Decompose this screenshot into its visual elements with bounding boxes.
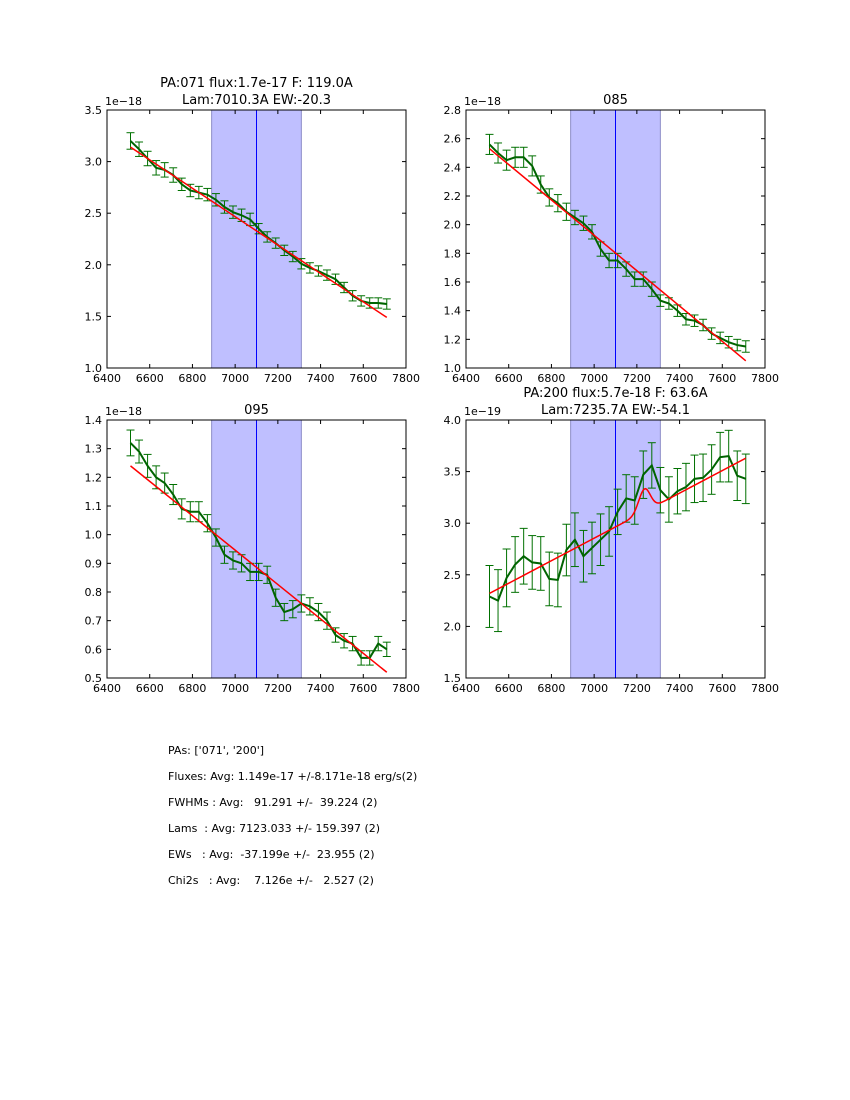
stats-ews: EWs : Avg: -37.199e +/- 23.955 (2)	[168, 848, 375, 861]
y-tick-label: 3.0	[85, 156, 103, 169]
y-tick-label: 2.5	[444, 569, 462, 582]
y-tick-label: 1.0	[85, 362, 103, 375]
y-tick-label: 1.2	[85, 471, 103, 484]
stats-pas: PAs: ['071', '200']	[168, 744, 265, 757]
y-tick-label: 0.5	[85, 672, 103, 685]
x-tick-label: 7200	[623, 372, 651, 385]
y-tick-label: 1.4	[444, 305, 462, 318]
x-tick-label: 7600	[708, 682, 736, 695]
y-tick-label: 1.5	[444, 672, 462, 685]
x-tick-label: 7000	[580, 682, 608, 695]
x-tick-label: 6400	[93, 682, 121, 695]
x-tick-label: 7400	[307, 372, 335, 385]
x-tick-label: 7400	[307, 682, 335, 695]
axes-frame	[106, 109, 407, 369]
fit-line	[130, 465, 388, 673]
y-tick-label: 0.8	[85, 586, 103, 599]
x-tick-label: 6400	[452, 372, 480, 385]
subplot-2: 6400 6600 6800 7000 7200 7400 7600 7800 1.0 1.2 1.…	[444, 93, 780, 385]
subplot-1: 6400 6600 6800 7000 7200 7400 7600 7800 1.0 1.5 2.…	[85, 76, 421, 385]
y-tick-label: 1.5	[85, 310, 103, 323]
subplot-title: 085	[603, 93, 628, 108]
y-tick-label: 2.0	[85, 259, 103, 272]
x-tick-label: 7600	[349, 372, 377, 385]
stats-fwhms: FWHMs : Avg: 91.291 +/- 39.224 (2)	[168, 796, 378, 809]
stats-chi2s: Chi2s : Avg: 7.126e +/- 2.527 (2)	[168, 874, 374, 887]
x-tick-label: 6400	[452, 682, 480, 695]
x-tick-label: 6800	[178, 682, 206, 695]
subplot-4: 6400 6600 6800 7000 7200 7400 7600 7800 1.5 2.0 2.…	[444, 386, 780, 695]
axis-offset-label: 1e−18	[464, 95, 501, 108]
y-tick-label: 1.1	[85, 500, 103, 513]
y-tick-label: 3.0	[444, 517, 462, 530]
axes-frame	[106, 419, 407, 679]
fit-line	[130, 146, 388, 319]
axis-offset-label: 1e−19	[464, 405, 501, 418]
stats-fluxes: Fluxes: Avg: 1.149e-17 +/-8.171e-18 erg/…	[168, 770, 418, 783]
x-tick-label: 7800	[751, 682, 779, 695]
x-tick-label: 7800	[751, 372, 779, 385]
axes-frame	[465, 419, 766, 679]
x-tick-label: 6600	[136, 372, 164, 385]
y-tick-label: 1.6	[444, 276, 462, 289]
axis-offset-label: 1e−18	[105, 95, 142, 108]
x-tick-label: 6600	[495, 372, 523, 385]
stats-lams: Lams : Avg: 7123.033 +/- 159.397 (2)	[168, 822, 381, 835]
x-tick-label: 6800	[178, 372, 206, 385]
y-tick-label: 3.5	[444, 466, 462, 479]
x-tick-label: 7800	[392, 682, 420, 695]
y-tick-label: 0.6	[85, 643, 103, 656]
x-tick-label: 7400	[666, 682, 694, 695]
x-tick-label: 7400	[666, 372, 694, 385]
y-tick-label: 1.8	[444, 247, 462, 260]
subplot-3: 6400 6600 6800 7000 7200 7400 7600 7800 0.5 0.6 0.…	[85, 403, 421, 695]
x-tick-label: 6800	[537, 372, 565, 385]
x-tick-label: 6600	[495, 682, 523, 695]
y-tick-label: 0.9	[85, 557, 103, 570]
y-tick-label: 2.6	[444, 133, 462, 146]
x-tick-label: 6800	[537, 682, 565, 695]
subplot-title: 095	[244, 403, 269, 418]
x-tick-label: 6400	[93, 372, 121, 385]
x-tick-label: 7200	[264, 372, 292, 385]
subplot-title: PA:200 flux:5.7e-18 F: 63.6A	[523, 386, 707, 401]
fit-line	[489, 148, 747, 362]
subplot-title: Lam:7010.3A EW:-20.3	[182, 93, 331, 108]
x-tick-label: 7000	[221, 372, 249, 385]
y-tick-label: 3.5	[85, 104, 103, 117]
y-tick-label: 2.0	[444, 219, 462, 232]
axis-offset-label: 1e−18	[105, 405, 142, 418]
y-tick-label: 1.0	[444, 362, 462, 375]
subplot-title: Lam:7235.7A EW:-54.1	[541, 403, 690, 418]
axes-frame	[465, 109, 766, 369]
x-tick-label: 7000	[580, 372, 608, 385]
y-tick-label: 4.0	[444, 414, 462, 427]
summary-stats: PAs: ['071', '200'] Fluxes: Avg: 1.149e-…	[168, 744, 417, 900]
fit-line	[489, 457, 747, 595]
error-bars	[485, 133, 750, 353]
x-tick-label: 7200	[264, 682, 292, 695]
y-tick-label: 1.2	[444, 333, 462, 346]
y-tick-label: 1.4	[85, 414, 103, 427]
x-tick-label: 6600	[136, 682, 164, 695]
x-tick-label: 7000	[221, 682, 249, 695]
y-tick-label: 2.0	[444, 620, 462, 633]
y-tick-label: 2.5	[85, 207, 103, 220]
y-tick-label: 1.0	[85, 529, 103, 542]
y-tick-label: 2.2	[444, 190, 462, 203]
subplot-title: PA:071 flux:1.7e-17 F: 119.0A	[160, 76, 353, 91]
x-tick-label: 7800	[392, 372, 420, 385]
y-tick-label: 2.8	[444, 104, 462, 117]
x-tick-label: 7600	[349, 682, 377, 695]
y-tick-label: 0.7	[85, 615, 103, 628]
x-tick-label: 7600	[708, 372, 736, 385]
y-tick-label: 2.4	[444, 161, 462, 174]
x-tick-label: 7200	[623, 682, 651, 695]
y-tick-label: 1.3	[85, 443, 103, 456]
